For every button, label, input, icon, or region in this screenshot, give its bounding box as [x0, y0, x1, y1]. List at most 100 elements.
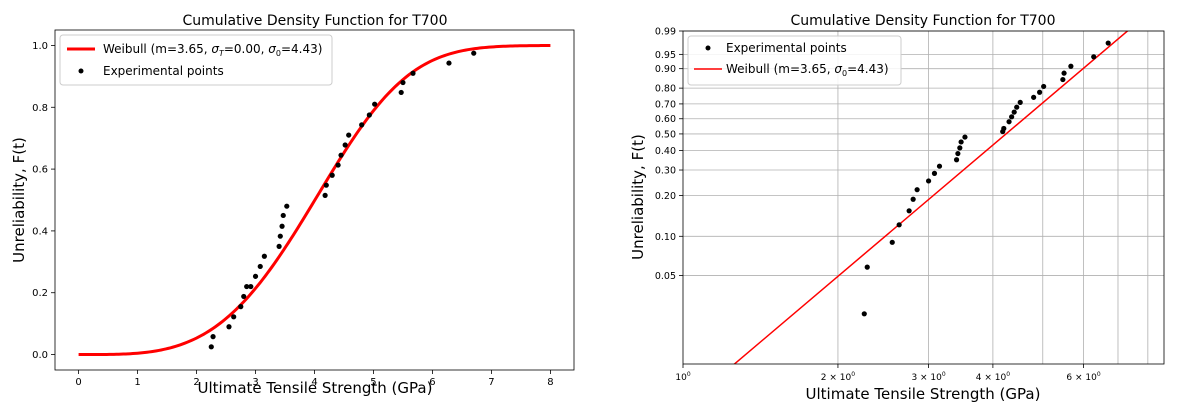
data-point: [226, 324, 232, 330]
data-point: [277, 233, 283, 239]
data-point: [1009, 114, 1015, 120]
legend-sigma-0-sub: 0: [276, 49, 281, 58]
data-point: [279, 223, 285, 229]
data-point: [410, 70, 416, 76]
y-axis: 0.05 0.10 0.20 0.30 0.40 0.50 0.60 0.70 0.80 0.90…: [655, 27, 683, 282]
y-tick-label: 0.05: [655, 271, 676, 282]
y-tick-label: 0.4: [32, 226, 48, 237]
legend-sigma-0-sub: 0: [842, 69, 847, 78]
data-point: [931, 170, 938, 176]
data-point: [471, 50, 477, 56]
legend-sigma-0-value: =4.43): [281, 42, 322, 56]
legend-sigma-t: σ: [211, 42, 219, 56]
y-tick-label: 0.2: [32, 288, 48, 299]
data-point: [323, 182, 329, 188]
x-axis: 0 1 2 3 4 5 6 7 8: [75, 370, 554, 388]
data-point: [346, 132, 352, 138]
weibull-line: [733, 31, 1129, 364]
data-point: [1060, 76, 1066, 83]
data-point: [338, 152, 344, 158]
data-point: [372, 101, 378, 107]
experimental-points-layer: [861, 40, 1111, 317]
data-point: [208, 344, 214, 350]
data-point: [400, 79, 406, 86]
data-point: [910, 196, 916, 202]
data-point: [1011, 109, 1017, 115]
x-axis-label: Ultimate Tensile Strength (GPa): [198, 379, 433, 397]
data-point: [1014, 104, 1020, 110]
data-point: [210, 334, 216, 340]
experimental-points-layer: [208, 50, 477, 350]
data-point: [276, 243, 282, 249]
data-point: [906, 208, 912, 214]
data-point: [962, 134, 968, 140]
x-tick-label: 6: [429, 377, 435, 388]
data-point: [1091, 54, 1097, 60]
y-tick-label: 0.30: [655, 166, 676, 177]
y-tick-label: 0.90: [655, 64, 676, 75]
x-tick-label: 100: [675, 371, 690, 383]
legend-points-label: Experimental points: [103, 64, 224, 78]
data-point: [1001, 125, 1007, 132]
data-point: [241, 293, 247, 300]
data-point: [398, 89, 404, 96]
legend-weibull-label: Weibull (m=3.65, σ0=4.43): [726, 62, 889, 78]
plot-frame: [682, 30, 1165, 365]
legend-sigma-t-value: =0.00,: [224, 42, 268, 56]
x-tick-label: 7: [488, 377, 494, 388]
data-point: [342, 142, 348, 148]
chart-title: Cumulative Density Function for T700: [790, 13, 1055, 29]
data-point: [958, 139, 964, 145]
data-point: [1105, 40, 1111, 46]
x-tick-label: 5: [370, 377, 376, 388]
y-tick-label: 0.40: [655, 146, 676, 157]
cdf-linear-chart: Cumulative Density Function for T700 0 1 2…: [10, 13, 575, 397]
y-axis-label: Unreliability, F(t): [10, 137, 28, 263]
legend-weibull-main: Weibull (m=3.65,: [103, 42, 211, 56]
data-point: [280, 212, 286, 219]
y-axis: 0.0 0.2 0.4 0.6 0.8 1.0: [32, 41, 55, 361]
legend-sigma-0: σ: [834, 62, 842, 76]
data-point: [957, 145, 963, 151]
legend-box: [687, 35, 902, 86]
data-point: [896, 222, 902, 228]
legend-sigma-t-sub: T: [219, 49, 225, 58]
y-tick-label: 0.0: [32, 350, 48, 361]
x-tick-label: 2: [193, 377, 199, 388]
y-tick-label: 0.95: [655, 50, 676, 61]
data-point: [1006, 119, 1012, 125]
data-point: [955, 150, 961, 157]
y-tick-label: 0.70: [655, 99, 676, 110]
x-tick-label: 4: [311, 377, 317, 388]
data-point: [238, 304, 244, 310]
legend-points-label: Experimental points: [726, 41, 847, 55]
weibull-curve-layer: [78, 44, 551, 357]
legend-weibull-label: Weibull (m=3.65, σT=0.00, σ0=4.43): [103, 42, 322, 58]
x-tick-label: 3 × 100: [911, 371, 945, 383]
data-point: [446, 60, 452, 66]
legend-points-swatch: [78, 68, 84, 74]
y-tick-label: 0.10: [655, 232, 676, 243]
chart-title: Cumulative Density Function for T700: [182, 13, 447, 29]
weibull-line-layer: [733, 31, 1129, 364]
data-point: [864, 264, 870, 270]
x-tick-label: 1: [134, 377, 140, 388]
data-point: [248, 283, 254, 290]
x-tick-label: 0: [75, 377, 81, 388]
data-point: [1031, 94, 1037, 100]
y-tick-label: 0.20: [655, 191, 676, 202]
data-point: [359, 122, 365, 128]
data-point: [953, 157, 960, 163]
legend-box: [59, 34, 333, 86]
weibull-curve: [78, 44, 551, 357]
x-tick-label: 3: [252, 377, 258, 388]
y-axis-label: Unreliability, F(t): [629, 134, 647, 260]
data-point: [1041, 83, 1047, 90]
x-axis-label: Ultimate Tensile Strength (GPa): [806, 385, 1041, 403]
data-point: [1068, 63, 1074, 69]
data-point: [1017, 99, 1023, 105]
legend: Weibull (m=3.65, σT=0.00, σ0=4.43) Exper…: [59, 34, 333, 86]
data-point: [261, 253, 267, 259]
data-point: [366, 112, 372, 118]
y-tick-label: 0.8: [32, 103, 48, 114]
